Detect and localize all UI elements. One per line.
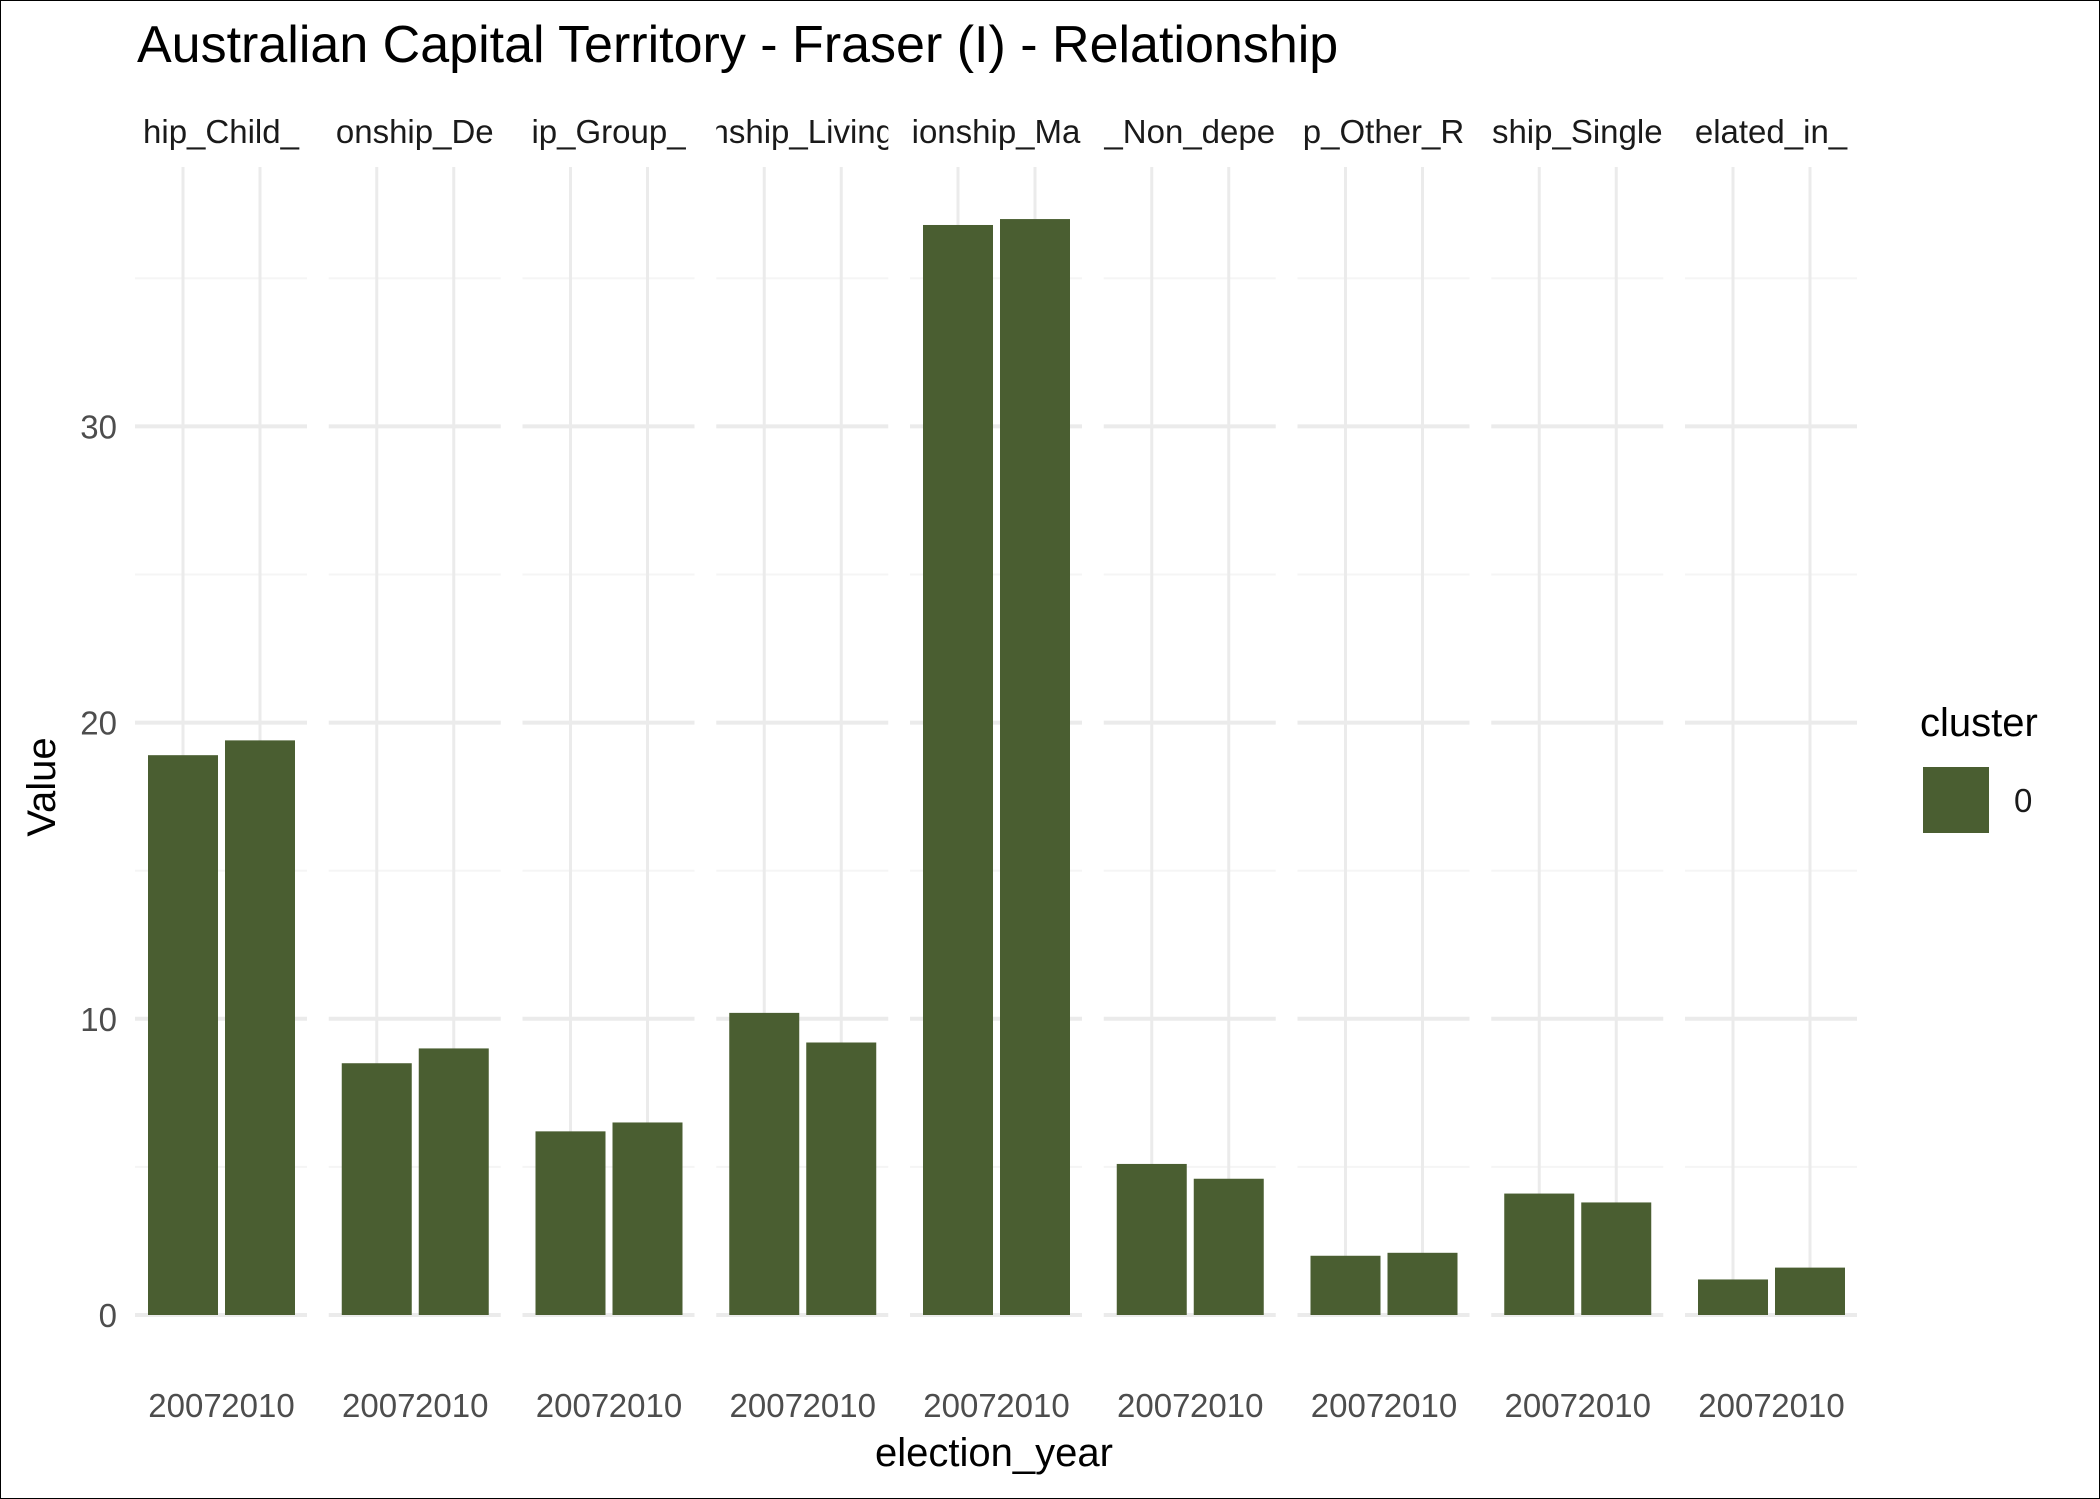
facet-label: ip_Group_ [531,113,686,150]
legend-title: cluster [1920,701,2038,745]
bar-2010 [806,1042,877,1315]
legend-label-cluster-0: 0 [2014,782,2032,819]
x-tick-label: 2007 [342,1387,415,1424]
facet-panel-3: ip_Group_ 2007 2010 [522,113,695,1424]
legend-key-cluster-0 [1923,767,1989,833]
x-tick-label: 2007 [1698,1387,1771,1424]
x-tick-label: 2010 [1190,1387,1263,1424]
facet-label: onship_De [336,113,494,150]
x-tick-label: 2010 [1771,1387,1844,1424]
bar-2010 [612,1122,683,1315]
bar-2010 [418,1048,489,1315]
facet-label: p_Other_R [1303,113,1464,150]
bar-2007 [1310,1255,1381,1315]
bar-2010 [1775,1267,1845,1315]
bar-2007 [148,755,218,1315]
x-tick-label: 2007 [923,1387,996,1424]
y-axis: 0 10 20 30 [80,408,117,1334]
facet-panel-6: _Non_depe 2007 2010 [1103,113,1276,1424]
y-tick-label: 0 [99,1297,117,1334]
bar-2010 [1581,1202,1652,1315]
facet-label: elated_in_ [1695,113,1848,150]
x-tick-label: 2010 [609,1387,682,1424]
facet-label: ionship_Ma [912,113,1081,150]
facet-label: _Non_depe [1103,113,1275,150]
facet-label: nship_Living [711,113,894,150]
x-tick-label: 2007 [1505,1387,1578,1424]
facet-label: ship_Single [1492,113,1663,150]
y-tick-label: 30 [80,408,117,445]
legend: cluster 0 [1920,701,2038,833]
x-tick-label: 2007 [1311,1387,1384,1424]
facet-panel-2: onship_De 2007 2010 [328,113,501,1424]
chart-title: Australian Capital Territory - Fraser (I… [137,16,1338,74]
bar-2007 [923,224,993,1315]
x-tick-label: 2010 [996,1387,1069,1424]
x-tick-label: 2010 [803,1387,876,1424]
bar-2010 [1000,219,1070,1315]
x-tick-label: 2010 [221,1387,294,1424]
x-tick-label: 2007 [536,1387,609,1424]
y-tick-label: 20 [80,705,117,742]
bar-2007 [1698,1279,1768,1315]
facet-panel-9: elated_in_ 2007 2010 [1685,113,1857,1424]
x-tick-label: 2010 [1578,1387,1651,1424]
bar-2007 [729,1012,800,1315]
facet-panel-5: ionship_Ma 2007 2010 [910,113,1082,1424]
bar-2007 [1116,1163,1187,1315]
bar-2007 [535,1131,606,1315]
facet-panel-8: ship_Single 2007 2010 [1491,113,1664,1424]
bar-2010 [1193,1178,1264,1315]
facet-panel-4: nship_Living 2007 2010 [711,113,894,1424]
x-axis-title: election_year [875,1431,1113,1475]
x-tick-label: 2010 [415,1387,488,1424]
y-tick-label: 10 [80,1001,117,1038]
bar-2007 [341,1063,412,1315]
bar-2007 [1504,1193,1575,1315]
x-tick-label: 2010 [1384,1387,1457,1424]
facet-label: hip_Child_ [143,113,300,150]
bar-2010 [1387,1252,1458,1315]
facet-panel-1: hip_Child_ 2007 2010 [135,113,307,1424]
bar-2010 [225,740,295,1315]
y-axis-title: Value [20,737,64,836]
x-tick-label: 2007 [730,1387,803,1424]
x-tick-label: 2007 [1117,1387,1190,1424]
x-tick-label: 2007 [148,1387,221,1424]
facet-panel-7: p_Other_R 2007 2010 [1297,113,1470,1424]
